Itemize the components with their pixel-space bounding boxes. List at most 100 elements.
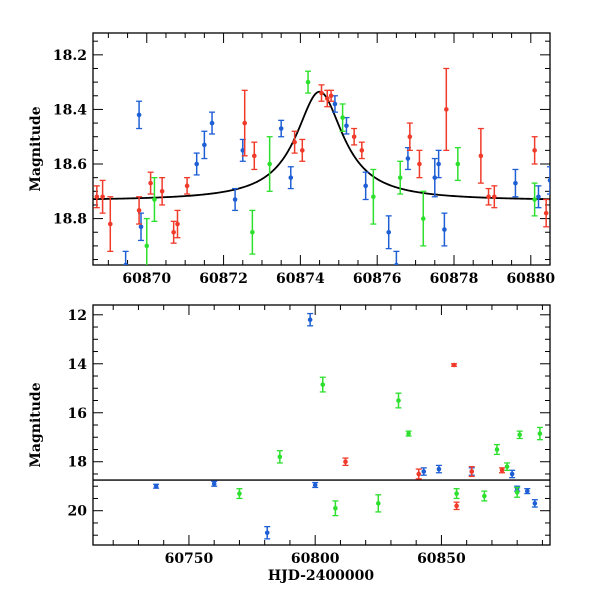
top-point-marker: [351, 134, 357, 140]
top-data-point: [385, 215, 392, 250]
top-y-tick-label: 18.6: [53, 157, 87, 173]
bottom-plot-frame: [92, 304, 551, 546]
top-point-marker: [175, 221, 180, 227]
top-data-point: [209, 111, 216, 135]
bottom-data-point: [524, 488, 531, 495]
bottom-point-marker: [532, 501, 538, 506]
top-point-marker: [386, 229, 392, 235]
top-data-point: [393, 250, 400, 265]
bottom-point-marker: [264, 530, 270, 536]
top-y-tick-label: 18.2: [53, 48, 87, 64]
top-point-marker: [328, 93, 334, 99]
bottom-data-point: [509, 469, 516, 479]
top-point-marker: [394, 262, 399, 265]
bottom-point-marker: [376, 501, 381, 506]
bottom-panel: 60750 60800 60850 12 14 16 18 20 Magnitude HJD-…: [28, 304, 551, 584]
top-point-marker: [405, 156, 411, 161]
top-panel: 60870 60872 60874 60876 60878 60880 18.2 18.4 18…: [28, 32, 555, 287]
bottom-data-point: [211, 480, 218, 487]
top-data-point: [241, 89, 248, 157]
bottom-point-marker: [396, 398, 401, 403]
bottom-data-point: [468, 465, 475, 478]
top-point-marker: [543, 210, 549, 216]
bottom-point-marker: [504, 464, 510, 469]
top-point-marker: [359, 148, 365, 153]
bottom-point-marker: [454, 491, 459, 496]
top-data-point: [170, 220, 177, 244]
top-data-point: [251, 141, 258, 171]
bottom-x-tick-label: 60800: [291, 551, 340, 567]
bottom-data-point: [405, 430, 412, 437]
bottom-point-marker: [514, 490, 520, 495]
bottom-data-point: [375, 494, 382, 513]
top-x-tick-label: 60872: [199, 271, 248, 287]
top-data-point: [454, 146, 461, 182]
top-point-marker: [100, 194, 105, 200]
bottom-y-tick-label: 14: [68, 357, 88, 373]
top-x-tick-label: 60874: [276, 271, 325, 287]
top-x-tick-label: 60870: [122, 271, 171, 287]
top-data-point: [201, 130, 208, 160]
top-data-point: [531, 182, 538, 217]
top-point-marker: [292, 139, 297, 145]
top-point-marker: [486, 194, 491, 200]
top-x-tick-label: 60876: [353, 271, 402, 287]
top-point-marker: [136, 112, 142, 118]
bottom-point-marker: [454, 503, 459, 509]
top-point-marker: [136, 208, 142, 213]
bottom-point-marker: [494, 447, 500, 452]
top-point-marker: [371, 194, 376, 200]
top-data-point: [143, 217, 150, 265]
bottom-data-point: [493, 443, 500, 456]
top-point-marker: [250, 229, 255, 235]
bottom-point-marker: [277, 454, 283, 460]
top-point-marker: [202, 142, 207, 148]
bottom-data-point: [516, 430, 523, 440]
top-point-marker: [478, 153, 484, 159]
top-data-point: [416, 149, 423, 179]
bottom-point-marker: [524, 488, 530, 494]
top-data-point: [397, 160, 404, 195]
top-point-marker: [251, 153, 257, 159]
bottom-point-marker: [517, 432, 523, 438]
top-data-point: [406, 122, 413, 152]
top-point-marker: [288, 175, 294, 180]
top-data-point: [547, 166, 550, 195]
top-point-marker: [152, 197, 157, 202]
top-point-marker: [513, 180, 518, 186]
top-point-marker: [209, 120, 215, 126]
bottom-data-point: [536, 426, 543, 441]
bottom-data-point: [332, 500, 339, 517]
top-data-point: [107, 196, 114, 253]
bottom-data-point: [451, 362, 458, 368]
bottom-x-tick-label: 60850: [417, 551, 466, 567]
top-point-marker: [184, 183, 190, 189]
top-plot-frame: [92, 32, 551, 266]
bottom-y-axis-label: Magnitude: [28, 382, 44, 467]
top-point-marker: [397, 175, 403, 180]
bottom-data-point: [342, 457, 349, 467]
top-y-tick-label: 18.8: [53, 212, 87, 228]
top-data-point: [249, 209, 256, 255]
top-point-marker: [171, 229, 176, 235]
top-point-marker: [232, 197, 238, 202]
top-data-point: [291, 130, 298, 154]
top-point-marker: [138, 224, 144, 230]
bottom-data-point: [264, 525, 271, 540]
bottom-point-marker: [421, 469, 427, 474]
bottom-data-point: [319, 376, 326, 393]
bottom-point-marker: [451, 362, 457, 368]
top-point-marker: [242, 120, 247, 126]
top-data-point: [535, 185, 542, 209]
bottom-plot-area: [93, 312, 550, 540]
top-data-point: [491, 185, 498, 209]
top-plot-area: [93, 67, 550, 265]
top-data-point: [328, 89, 335, 102]
top-point-marker: [240, 148, 246, 153]
top-data-point: [122, 250, 129, 265]
top-data-point: [477, 127, 484, 184]
top-data-point: [159, 177, 166, 206]
top-data-point: [351, 127, 358, 146]
top-point-marker: [278, 126, 284, 131]
bottom-data-point: [420, 467, 427, 476]
